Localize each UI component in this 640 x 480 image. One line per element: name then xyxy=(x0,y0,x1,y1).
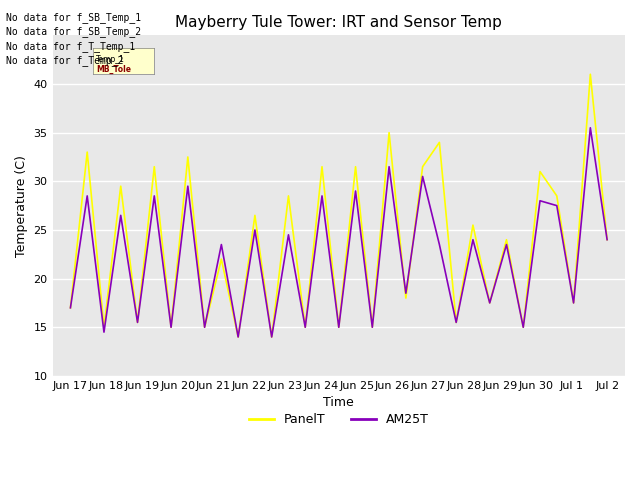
Text: No data for f_Temp_2: No data for f_Temp_2 xyxy=(6,55,124,66)
Title: Mayberry Tule Tower: IRT and Sensor Temp: Mayberry Tule Tower: IRT and Sensor Temp xyxy=(175,15,502,30)
Y-axis label: Temperature (C): Temperature (C) xyxy=(15,155,28,257)
Text: MB_Tole: MB_Tole xyxy=(96,65,131,74)
Text: No data for f_SB_Temp_1: No data for f_SB_Temp_1 xyxy=(6,12,141,23)
Text: No data for f_T_Temp_1: No data for f_T_Temp_1 xyxy=(6,41,136,52)
Text: Temp_1: Temp_1 xyxy=(96,55,125,64)
X-axis label: Time: Time xyxy=(323,396,354,409)
Legend: PanelT, AM25T: PanelT, AM25T xyxy=(244,408,433,431)
Text: No data for f_SB_Temp_2: No data for f_SB_Temp_2 xyxy=(6,26,141,37)
